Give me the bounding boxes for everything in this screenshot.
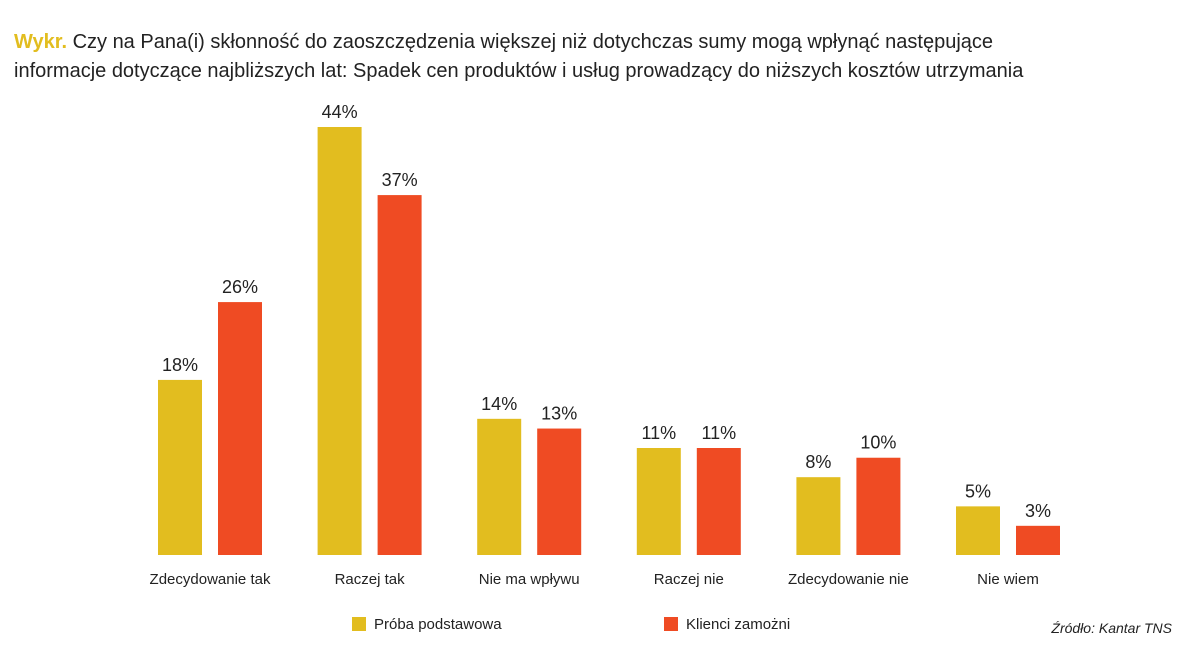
value-label: 10% (860, 433, 896, 453)
legend-label-0: Próba podstawowa (374, 616, 502, 633)
category-label: Raczej nie (654, 571, 724, 588)
bar-klienci-5 (1016, 525, 1060, 555)
bar-klienci-1 (377, 195, 422, 555)
value-label: 13% (541, 404, 577, 424)
bars-layer (158, 127, 1060, 555)
value-label: 11% (701, 423, 736, 443)
category-label: Nie ma wpływu (479, 571, 580, 588)
legend: Próba podstawowa Klienci zamożni (352, 616, 790, 633)
category-label: Nie wiem (977, 571, 1039, 588)
bar-proba-3 (636, 448, 681, 555)
title-line1: Czy na Pana(i) skłonność do zaoszczędzen… (72, 31, 994, 53)
category-label: Raczej tak (335, 571, 406, 588)
bar-klienci-4 (856, 457, 901, 555)
value-label: 8% (805, 452, 831, 472)
category-labels-layer: Zdecydowanie tak Raczej tak Nie ma wpływu R… (150, 571, 1039, 588)
value-label: 44% (322, 102, 358, 122)
bar-proba-2 (477, 418, 522, 555)
source-note: Źródło: Kantar TNS (1051, 620, 1172, 636)
title-line2: informacje dotyczące najbliższych lat: S… (14, 60, 1024, 82)
bar-klienci-2 (537, 428, 582, 555)
value-label: 3% (1025, 501, 1051, 521)
bar-proba-5 (956, 506, 1000, 555)
value-label: 26% (222, 277, 258, 297)
value-labels-layer: 18% 26% 44% 37% 14% 13% 11% 11% 8% 10% 5% 3% (162, 102, 1051, 521)
bar-klienci-3 (696, 448, 741, 555)
legend-label-1: Klienci zamożni (686, 616, 790, 633)
value-label: 37% (382, 170, 418, 190)
title-prefix: Wykr. (14, 31, 67, 53)
legend-swatch-1 (664, 617, 678, 631)
value-label: 5% (965, 481, 991, 501)
chart-title: Wykr. Czy na Pana(i) skłonność do zaoszc… (14, 28, 1174, 86)
value-label: 11% (641, 423, 676, 443)
bar-proba-1 (317, 127, 362, 555)
value-label: 14% (481, 394, 517, 414)
bar-klienci-0 (218, 302, 262, 555)
bar-proba-0 (158, 379, 202, 555)
category-label: Zdecydowanie tak (150, 571, 271, 588)
bar-proba-4 (796, 477, 841, 555)
category-label: Zdecydowanie nie (788, 571, 909, 588)
legend-swatch-0 (352, 617, 366, 631)
value-label: 18% (162, 355, 198, 375)
